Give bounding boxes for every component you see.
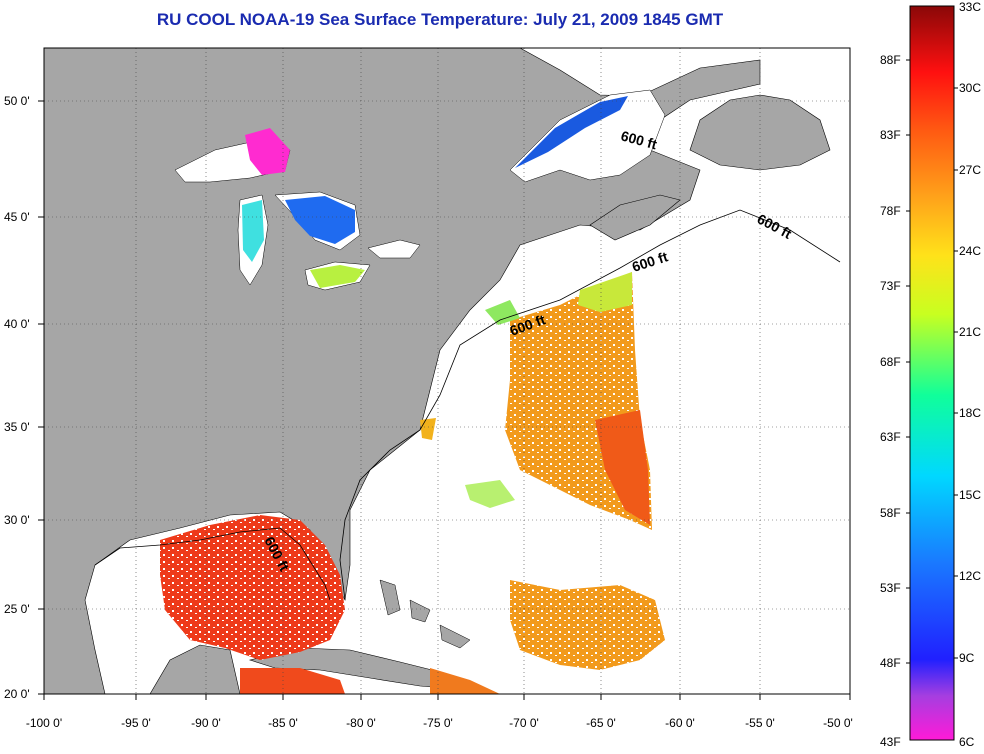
sst-lake-superior <box>245 128 290 175</box>
lat-label-35: 35 0' <box>4 420 30 434</box>
lon-label-85: -85 0' <box>268 716 298 730</box>
land-yucatan <box>149 644 241 694</box>
lon-label-65: -65 0' <box>586 716 616 730</box>
lon-label-50: -50 0' <box>823 716 853 730</box>
lat-label-25: 25 0' <box>4 602 30 616</box>
sst-caribbean-orange <box>430 668 500 694</box>
sst-atlantic-yellow <box>578 272 632 312</box>
cb-c-18: 18C <box>959 406 982 420</box>
land-bahamas <box>379 579 471 649</box>
isobath-600ft <box>94 209 841 601</box>
lon-label-100: -100 0' <box>25 716 63 730</box>
cb-f-73: 73F <box>880 279 901 293</box>
sst-southeast-texture <box>510 580 665 670</box>
cb-c-21: 21C <box>959 325 982 339</box>
cb-f-88: 88F <box>880 53 901 67</box>
lon-label-80: -80 0' <box>346 716 376 730</box>
cb-c-6: 6C <box>959 735 975 749</box>
cb-f-68: 68F <box>880 355 901 369</box>
sst-shelf-green <box>485 300 520 325</box>
sst-green-patch <box>465 480 515 508</box>
cb-f-53: 53F <box>880 581 901 595</box>
cb-c-9: 9C <box>959 651 975 665</box>
lat-label-50: 50 0' <box>4 94 30 108</box>
cb-f-63: 63F <box>880 430 901 444</box>
cb-c-15: 15C <box>959 488 982 502</box>
map-frame <box>43 47 851 695</box>
lat-label-40: 40 0' <box>4 317 30 331</box>
cb-f-43: 43F <box>880 735 901 749</box>
lat-label-45: 45 0' <box>4 210 30 224</box>
lat-label-30: 30 0' <box>4 513 30 527</box>
cb-c-12: 12C <box>959 569 982 583</box>
cb-f-48: 48F <box>880 656 901 670</box>
map-title: RU COOL NOAA-19 Sea Surface Temperature:… <box>156 10 724 29</box>
lat-label-20: 20 0' <box>4 687 30 701</box>
lon-label-90: -90 0' <box>191 716 221 730</box>
sst-lake-erie <box>310 265 365 288</box>
lon-label-75: -75 0' <box>423 716 453 730</box>
lon-label-70: -70 0' <box>509 716 539 730</box>
axis-ticks <box>38 100 851 700</box>
cb-f-58: 58F <box>880 506 901 520</box>
lon-label-60: -60 0' <box>665 716 695 730</box>
cb-f-78: 78F <box>880 204 901 218</box>
sst-gulf-texture <box>160 515 345 660</box>
cb-c-30: 30C <box>959 81 982 95</box>
sst-gulf-stream-red <box>595 410 650 525</box>
cb-c-33: 33C <box>959 0 982 14</box>
cb-f-83: 83F <box>880 128 901 142</box>
colorbar-ticks <box>906 59 958 664</box>
lon-label-95: -95 0' <box>121 716 151 730</box>
sst-caribbean-red <box>240 668 345 694</box>
sst-lake-michigan <box>242 200 264 262</box>
colorbar <box>909 5 955 741</box>
lon-label-55: -55 0' <box>745 716 775 730</box>
sst-st-lawrence <box>515 96 628 168</box>
cb-c-24: 24C <box>959 244 982 258</box>
cb-c-27: 27C <box>959 163 982 177</box>
sst-lake-huron <box>285 196 355 244</box>
gulf-of-st-lawrence <box>509 89 666 183</box>
